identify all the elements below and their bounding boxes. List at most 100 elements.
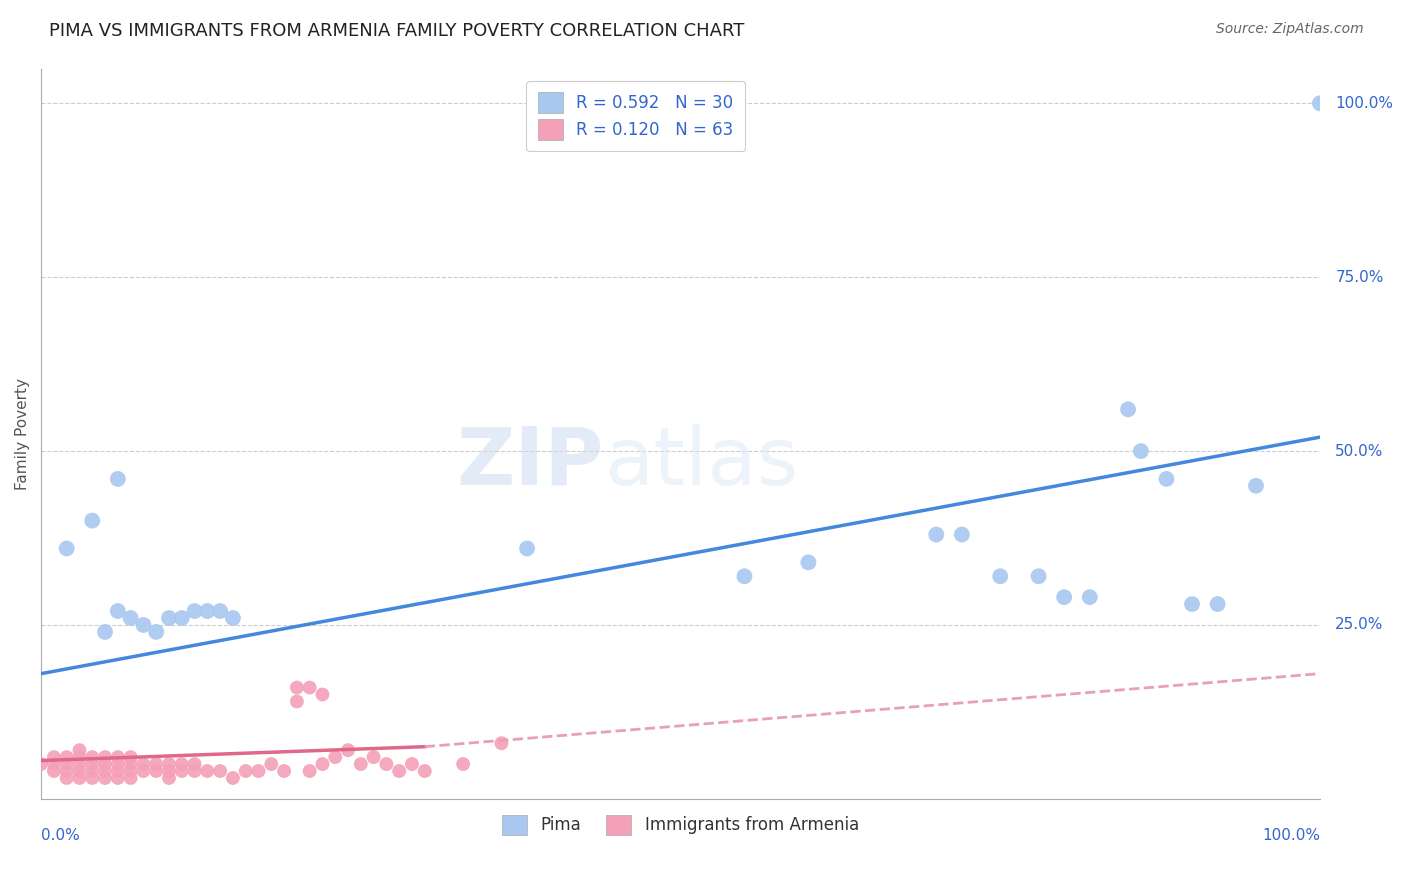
Point — [42, 750, 65, 764]
Point — [94, 757, 117, 772]
Text: 100.0%: 100.0% — [1336, 95, 1393, 111]
Point — [170, 611, 193, 625]
Point — [120, 764, 142, 778]
Point — [1244, 479, 1267, 493]
Point — [107, 472, 129, 486]
Point — [145, 624, 167, 639]
Point — [145, 757, 167, 772]
Point — [222, 771, 245, 785]
Point — [1053, 590, 1076, 604]
Point — [375, 757, 398, 772]
Point — [69, 764, 91, 778]
Point — [1206, 597, 1229, 611]
Point — [120, 750, 142, 764]
Point — [451, 757, 474, 772]
Point — [401, 757, 423, 772]
Text: 0.0%: 0.0% — [41, 828, 80, 843]
Point — [82, 514, 104, 528]
Point — [1116, 402, 1139, 417]
Point — [69, 757, 91, 772]
Point — [55, 750, 77, 764]
Point — [94, 771, 117, 785]
Point — [925, 527, 948, 541]
Point — [285, 694, 308, 708]
Point — [273, 764, 295, 778]
Point — [82, 757, 104, 772]
Point — [183, 757, 205, 772]
Point — [94, 624, 117, 639]
Text: Source: ZipAtlas.com: Source: ZipAtlas.com — [1216, 22, 1364, 37]
Point — [209, 604, 232, 618]
Point — [120, 771, 142, 785]
Point — [157, 771, 180, 785]
Y-axis label: Family Poverty: Family Poverty — [15, 377, 30, 490]
Point — [298, 681, 321, 695]
Point — [222, 611, 245, 625]
Point — [42, 757, 65, 772]
Point — [55, 541, 77, 556]
Point — [82, 764, 104, 778]
Text: 25.0%: 25.0% — [1336, 617, 1384, 632]
Point — [363, 750, 385, 764]
Point — [157, 764, 180, 778]
Point — [1078, 590, 1101, 604]
Point — [55, 757, 77, 772]
Point — [94, 764, 117, 778]
Point — [82, 750, 104, 764]
Point — [42, 764, 65, 778]
Point — [195, 604, 218, 618]
Point — [209, 764, 232, 778]
Text: PIMA VS IMMIGRANTS FROM ARMENIA FAMILY POVERTY CORRELATION CHART: PIMA VS IMMIGRANTS FROM ARMENIA FAMILY P… — [49, 22, 745, 40]
Point — [69, 750, 91, 764]
Point — [1156, 472, 1178, 486]
Point — [413, 764, 436, 778]
Point — [132, 618, 155, 632]
Point — [1181, 597, 1204, 611]
Point — [55, 764, 77, 778]
Point — [157, 757, 180, 772]
Point — [350, 757, 373, 772]
Point — [235, 764, 257, 778]
Point — [145, 764, 167, 778]
Point — [120, 611, 142, 625]
Point — [337, 743, 360, 757]
Point — [1309, 96, 1331, 111]
Point — [55, 771, 77, 785]
Point — [950, 527, 973, 541]
Point — [69, 743, 91, 757]
Point — [1129, 444, 1152, 458]
Point — [388, 764, 411, 778]
Point — [285, 681, 308, 695]
Point — [491, 736, 513, 750]
Point — [1028, 569, 1050, 583]
Point — [311, 757, 333, 772]
Point — [170, 757, 193, 772]
Point — [107, 604, 129, 618]
Point — [516, 541, 538, 556]
Point — [323, 750, 346, 764]
Point — [183, 604, 205, 618]
Text: 100.0%: 100.0% — [1263, 828, 1320, 843]
Text: ZIP: ZIP — [457, 424, 603, 502]
Legend: Pima, Immigrants from Armenia: Pima, Immigrants from Armenia — [495, 808, 866, 842]
Point — [120, 757, 142, 772]
Point — [298, 764, 321, 778]
Point — [107, 771, 129, 785]
Point — [30, 757, 52, 772]
Point — [107, 764, 129, 778]
Point — [107, 750, 129, 764]
Point — [157, 611, 180, 625]
Text: 75.0%: 75.0% — [1336, 269, 1384, 285]
Point — [247, 764, 270, 778]
Text: atlas: atlas — [603, 424, 799, 502]
Point — [988, 569, 1011, 583]
Point — [132, 764, 155, 778]
Point — [94, 750, 117, 764]
Point — [132, 757, 155, 772]
Point — [107, 757, 129, 772]
Point — [311, 688, 333, 702]
Point — [733, 569, 755, 583]
Point — [82, 771, 104, 785]
Text: 50.0%: 50.0% — [1336, 443, 1384, 458]
Point — [797, 555, 820, 569]
